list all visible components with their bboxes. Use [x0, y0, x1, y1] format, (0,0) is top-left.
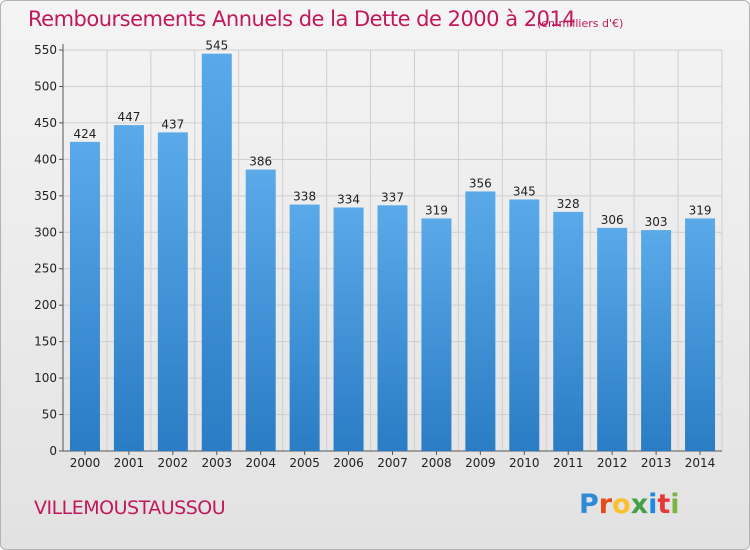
y-tick-label: 350: [34, 189, 57, 203]
x-tick-labels: 2000 2001 2002 2003 2004 2005 2006 2007 2008 2009…: [70, 456, 716, 470]
x-tick-label: 2008: [421, 456, 452, 470]
bar: [421, 218, 452, 451]
x-tick-label: 2003: [201, 456, 232, 470]
commune-name: VILLEMOUSTAUSSOU: [34, 497, 226, 519]
logo-letter: r: [598, 489, 613, 520]
bar: [333, 207, 364, 451]
x-tick-label: 2002: [158, 456, 189, 470]
logo-letter: i: [670, 489, 680, 520]
x-tick-label: 2009: [465, 456, 496, 470]
bar: [113, 125, 144, 451]
x-tick-label: 2005: [289, 456, 320, 470]
chart-unit-label: (en milliers d'€): [537, 17, 624, 30]
bar: [157, 132, 188, 451]
data-label: 545: [205, 39, 228, 53]
y-tick-label: 450: [34, 116, 57, 130]
data-label: 386: [249, 155, 272, 169]
data-labels: 424 447 437 545 386 338 334 337 319 356 345 328 306 3…: [74, 39, 712, 229]
x-tick-label: 2013: [641, 456, 672, 470]
logo-letter: x: [630, 489, 649, 520]
bar: [553, 211, 584, 451]
y-tick-labels: 0 50 100 150 200 250 300 350 400 450 500 550: [34, 43, 57, 458]
data-label: 328: [557, 197, 580, 211]
bar: [201, 53, 232, 452]
bar: [245, 169, 276, 451]
bar: [289, 204, 320, 451]
bar: [377, 205, 408, 451]
data-label: 424: [74, 127, 97, 141]
x-tick-label: 2012: [597, 456, 628, 470]
data-label: 437: [161, 117, 184, 131]
bar: [641, 230, 672, 451]
y-tick-label: 250: [34, 262, 57, 276]
bar: [597, 227, 628, 451]
x-tick-label: 2010: [509, 456, 540, 470]
y-tick-label: 500: [34, 79, 57, 93]
logo-letter: i: [648, 489, 658, 520]
chart-title: Remboursements Annuels de la Dette de 20…: [28, 7, 576, 31]
y-tick-label: 50: [42, 408, 57, 422]
x-tick-label: 2000: [70, 456, 101, 470]
bar: [685, 218, 716, 451]
y-tick-label: 200: [34, 298, 57, 312]
x-tick-label: 2014: [685, 456, 716, 470]
data-label: 303: [645, 215, 668, 229]
data-label: 338: [293, 190, 316, 204]
bar: [69, 141, 100, 451]
bars: [69, 53, 716, 452]
bar: [465, 191, 496, 451]
x-tick-label: 2011: [553, 456, 584, 470]
y-tick-label: 100: [34, 371, 57, 385]
data-label: 337: [381, 190, 404, 204]
logo-letter: o: [612, 489, 631, 520]
data-label: 345: [513, 184, 536, 198]
data-label: 447: [117, 110, 140, 124]
data-label: 319: [425, 203, 448, 217]
y-tick-label: 550: [34, 43, 57, 57]
data-label: 356: [469, 176, 492, 190]
x-tick-label: 2004: [245, 456, 276, 470]
proxiti-logo: Proxiti: [579, 489, 680, 520]
x-tick-label: 2007: [377, 456, 408, 470]
data-label: 319: [689, 203, 712, 217]
data-label: 306: [601, 213, 624, 227]
y-tick-label: 300: [34, 225, 57, 239]
y-tick-label: 400: [34, 152, 57, 166]
data-label: 334: [337, 192, 360, 206]
logo-letter: t: [657, 489, 671, 520]
bar: [509, 199, 540, 451]
x-tick-label: 2001: [114, 456, 145, 470]
logo-letter: P: [579, 489, 599, 520]
y-tick-label: 0: [49, 444, 57, 458]
x-tick-label: 2006: [333, 456, 364, 470]
y-tick-label: 150: [34, 335, 57, 349]
